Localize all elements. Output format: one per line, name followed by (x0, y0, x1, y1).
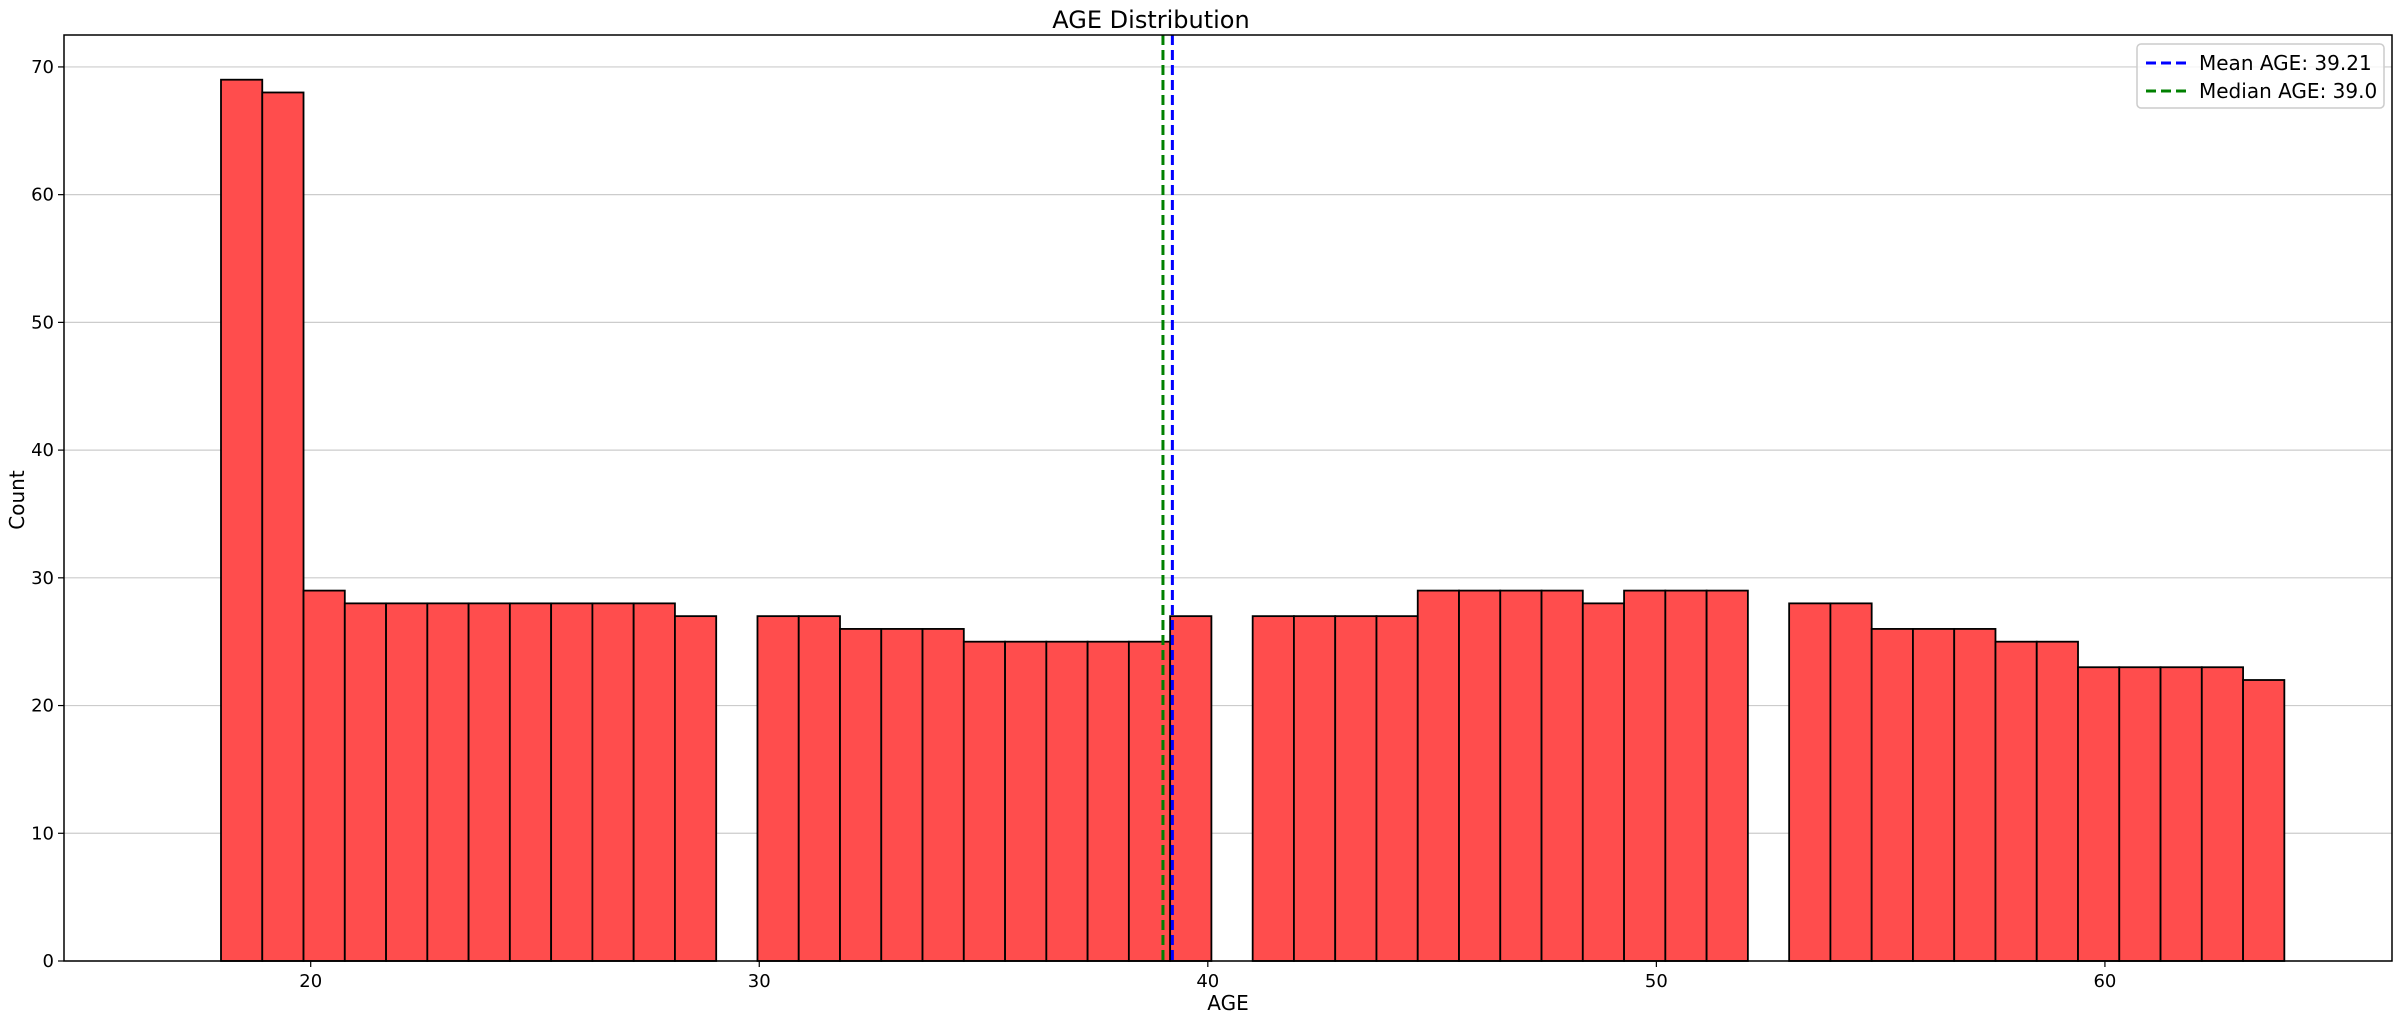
histogram-bar (880, 628, 924, 962)
y-tick-label: 0 (43, 951, 54, 972)
legend-mean-label: Mean AGE: 39.21 (2199, 51, 2372, 75)
chart-title: AGE Distribution (1052, 6, 1249, 34)
histogram-bar (1251, 615, 1295, 962)
histogram-bar (1045, 640, 1089, 962)
histogram-bar (343, 602, 387, 962)
histogram-bar (797, 615, 841, 962)
histogram-bar (1664, 589, 1708, 962)
histogram-bar (839, 628, 883, 962)
x-tick-label: 40 (1196, 971, 1219, 992)
legend: Mean AGE: 39.21 Median AGE: 39.0 (2136, 43, 2385, 109)
histogram-bar (962, 640, 1006, 962)
histogram-bar (1375, 615, 1419, 962)
histogram-bars (220, 78, 2286, 962)
legend-box (2136, 43, 2385, 109)
histogram-bar (2118, 666, 2162, 962)
histogram-bar (1499, 589, 1543, 962)
histogram-bar (2077, 666, 2121, 962)
histogram-bar (1458, 589, 1502, 962)
histogram-bar (921, 628, 965, 962)
histogram-bar (1416, 589, 1460, 962)
histogram-bar (426, 602, 470, 962)
histogram-bar (1912, 628, 1956, 962)
x-tick-label: 20 (299, 971, 322, 992)
histogram-bar (632, 602, 676, 962)
histogram-bar (1705, 589, 1749, 962)
y-tick-label: 60 (31, 185, 54, 206)
histogram-bar (756, 615, 800, 962)
x-tick-label: 50 (1645, 971, 1668, 992)
histogram-bar (261, 91, 305, 962)
histogram-bar (508, 602, 553, 962)
histogram-bar (550, 602, 594, 962)
y-axis: 0 10 20 30 40 50 60 70 (31, 57, 64, 972)
histogram-bar (1994, 640, 2038, 962)
y-tick-label: 30 (31, 568, 54, 589)
x-axis-label: AGE (1207, 991, 1248, 1015)
histogram-bar (1623, 589, 1667, 962)
histogram-bar (220, 78, 264, 962)
histogram-bar (591, 602, 635, 962)
x-tick-label: 60 (2093, 971, 2116, 992)
histogram-bar (674, 615, 718, 962)
histogram-bar (1870, 628, 1914, 962)
histogram-bar (467, 602, 511, 962)
histogram-bar (1334, 615, 1378, 962)
histogram-bar (1581, 602, 1625, 962)
x-axis: 20 30 40 50 60 (299, 961, 2116, 992)
histogram-bar (1086, 640, 1130, 962)
plot-frame (63, 34, 2393, 962)
y-tick-label: 40 (31, 440, 54, 461)
y-tick-label: 20 (31, 696, 54, 717)
histogram-bar (2035, 640, 2079, 962)
histogram-bar (302, 589, 346, 962)
histogram-bar (1169, 615, 1213, 962)
histogram-bar (1788, 602, 1832, 962)
y-tick-label: 10 (31, 823, 54, 844)
y-axis-label: Count (5, 470, 29, 530)
x-tick-label: 30 (748, 971, 771, 992)
histogram-bar (1953, 628, 1997, 962)
histogram-bar (385, 602, 429, 962)
histogram-bar (2159, 666, 2203, 962)
y-tick-label: 50 (31, 312, 54, 333)
reference-lines (1161, 35, 1174, 961)
histogram-bar (2200, 666, 2244, 962)
y-tick-label: 70 (31, 57, 54, 78)
histogram-bar (1004, 640, 1048, 962)
histogram-bar (1293, 615, 1337, 962)
histogram-bar (2242, 679, 2286, 962)
histogram-bar (1540, 589, 1584, 962)
histogram-bar (1829, 602, 1873, 962)
legend-median-label: Median AGE: 39.0 (2199, 79, 2377, 103)
